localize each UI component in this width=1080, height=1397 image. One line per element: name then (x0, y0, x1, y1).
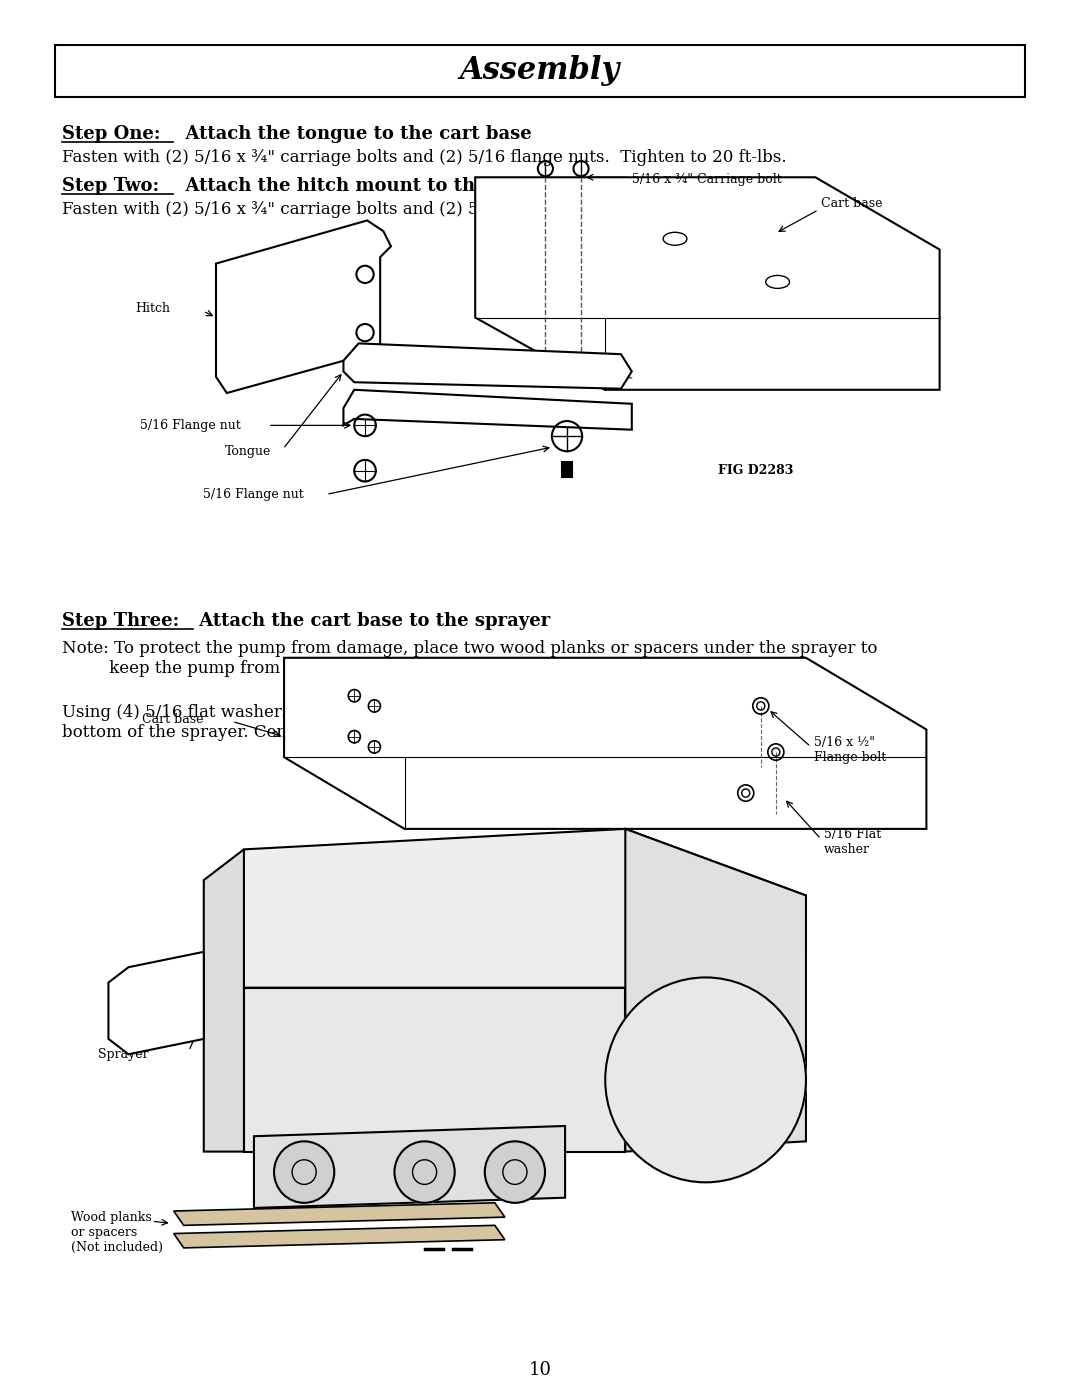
Text: Step Two:: Step Two: (62, 177, 159, 196)
Polygon shape (343, 390, 632, 430)
Text: Cart base: Cart base (141, 712, 203, 726)
Polygon shape (244, 988, 625, 1151)
Polygon shape (343, 344, 632, 388)
Text: Cart base: Cart base (821, 197, 882, 210)
Polygon shape (204, 849, 244, 1151)
Polygon shape (254, 1126, 565, 1208)
Polygon shape (475, 177, 940, 390)
Text: Fasten with (2) 5/16 x ¾" carriage bolts and (2) 5/16 flange nuts.  Tighten to 2: Fasten with (2) 5/16 x ¾" carriage bolts… (62, 149, 786, 166)
Polygon shape (174, 1225, 504, 1248)
Text: Step Three:: Step Three: (62, 612, 179, 630)
Ellipse shape (663, 232, 687, 246)
Text: 5/16 x ½"
Flange bolt: 5/16 x ½" Flange bolt (814, 736, 887, 764)
Polygon shape (174, 1203, 504, 1225)
Text: 5/16 Flat
washer: 5/16 Flat washer (824, 828, 881, 856)
Text: 10: 10 (528, 1361, 552, 1379)
Bar (55, 45, 1025, 96)
Text: Tongue: Tongue (225, 444, 271, 458)
Text: FIG D2283: FIG D2283 (718, 464, 794, 478)
Text: Step One:: Step One: (62, 124, 161, 142)
Circle shape (274, 1141, 334, 1203)
Circle shape (605, 978, 806, 1182)
Ellipse shape (766, 275, 789, 288)
Text: Attach the tongue to the cart base: Attach the tongue to the cart base (173, 124, 531, 142)
Text: Note: To protect the pump from damage, place two wood planks or spacers under th: Note: To protect the pump from damage, p… (62, 640, 877, 676)
Circle shape (394, 1141, 455, 1203)
Polygon shape (244, 828, 806, 988)
Polygon shape (216, 221, 391, 393)
Text: 5/16 Flange nut: 5/16 Flange nut (140, 419, 241, 432)
Text: Hitch: Hitch (135, 302, 170, 316)
Circle shape (485, 1141, 545, 1203)
Polygon shape (284, 658, 927, 828)
Text: 5/16 x ¾" Carriage bolt: 5/16 x ¾" Carriage bolt (632, 173, 782, 186)
Text: 5/16 Flange nut: 5/16 Flange nut (203, 488, 303, 502)
Text: Attach the hitch mount to the tongue: Attach the hitch mount to the tongue (173, 177, 564, 196)
Text: Using (4) 5/16 flat washers, loosely thread (4) 5/16 x ½" flange bolts into the : Using (4) 5/16 flat washers, loosely thr… (62, 704, 826, 740)
Bar (562, 462, 572, 478)
Text: Attach the cart base to the sprayer: Attach the cart base to the sprayer (193, 612, 550, 630)
Text: Sprayer: Sprayer (98, 1048, 149, 1060)
Text: Fasten with (2) 5/16 x ¾" carriage bolts and (2) 5/16 flange nuts.  Tighten to 2: Fasten with (2) 5/16 x ¾" carriage bolts… (62, 201, 786, 218)
Polygon shape (108, 951, 204, 1055)
Text: Wood planks
or spacers
(Not included): Wood planks or spacers (Not included) (71, 1211, 163, 1255)
Polygon shape (625, 828, 806, 1151)
Text: Assembly: Assembly (460, 56, 620, 87)
